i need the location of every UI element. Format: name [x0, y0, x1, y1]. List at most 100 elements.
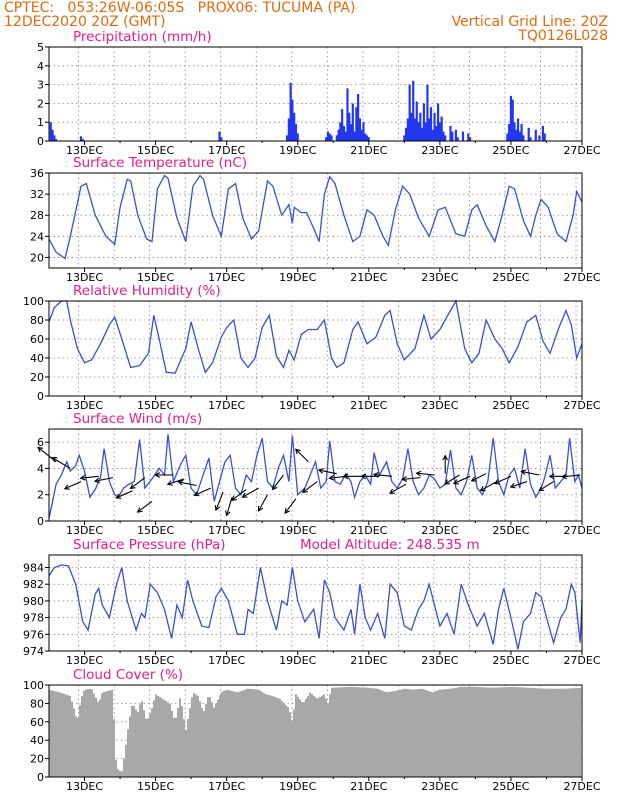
cloud-cover-column	[109, 690, 111, 777]
wind-arrow-head	[328, 474, 335, 481]
precipitation-bar	[520, 124, 523, 141]
wind-arrow-head	[342, 473, 349, 480]
wind-xtick-label: 15DEC	[137, 524, 174, 537]
temperature-xtick-label: 15DEC	[137, 271, 174, 284]
cloud-cover-column	[307, 695, 309, 777]
header-line3-right: TQ0126L028	[518, 28, 608, 44]
precipitation-bar	[405, 127, 408, 141]
wind-arrow-head	[317, 468, 324, 474]
humidity-xtick-label: 23DEC	[421, 399, 458, 412]
wind-ytick-label: 0	[37, 515, 44, 528]
cloud-cover-column	[319, 697, 321, 777]
humidity-xtick-label: 13DEC	[66, 399, 103, 412]
cloud-cover-column	[445, 689, 447, 777]
precipitation-bar	[328, 133, 331, 141]
cloud-cover-column	[405, 688, 407, 777]
cloud-cover-column	[425, 690, 427, 777]
cloud-cover-column	[515, 687, 517, 777]
cloud-cover-column	[199, 701, 201, 777]
precipitation-bar	[440, 116, 443, 141]
pressure-ytick-label: 978	[23, 612, 44, 625]
cloud-cover-column	[105, 691, 107, 777]
cloud-cover-column	[195, 694, 197, 777]
humidity-xtick-label: 21DEC	[350, 399, 387, 412]
pressure-title: Surface Pressure (hPa)	[73, 537, 226, 553]
precipitation-bar	[433, 112, 436, 141]
cloud-cover-column	[575, 688, 577, 777]
wind-arrow	[215, 491, 224, 511]
wind-arrow	[272, 474, 284, 490]
wind-arrow-head	[561, 473, 568, 480]
cloud-cover-column	[183, 719, 185, 777]
precipitation-bar	[346, 88, 349, 141]
cloud-cover-column	[63, 693, 65, 777]
precipitation-bar	[339, 122, 342, 141]
cloud-cover-column	[413, 689, 415, 777]
precipitation-bar	[428, 118, 431, 141]
cloud-cover-column	[161, 698, 163, 777]
precipitation-bar	[294, 124, 298, 141]
cloud-cover-column	[101, 693, 103, 777]
precipitation-bar	[358, 118, 362, 141]
pressure-annotation: Model Altitude: 248.535 m	[300, 537, 480, 553]
cloud-cover-column	[399, 689, 401, 777]
cloud-cover-column	[341, 687, 343, 777]
cloud-cover-column	[137, 711, 139, 777]
cloud-cover-column	[305, 698, 307, 777]
cloud-cover-column	[473, 686, 475, 777]
cloud-cover-column	[485, 687, 487, 777]
cloud-cover-column	[285, 705, 287, 777]
cloud-cover-column	[507, 686, 509, 777]
cloud-cover-column	[127, 729, 129, 777]
cloud-cover-column	[567, 688, 569, 777]
cloud-cover-column	[205, 704, 207, 777]
cloud-cover-xtick-label: 19DEC	[279, 780, 316, 793]
humidity-xtick-label: 27DEC	[563, 399, 600, 412]
precipitation-bar	[534, 129, 537, 141]
precipitation-bar	[367, 137, 370, 141]
cloud-cover-column	[153, 700, 155, 777]
cloud-cover-column	[357, 687, 359, 777]
wind-arrow-head	[193, 491, 200, 497]
precipitation-bar	[81, 139, 84, 141]
wind-arrow	[295, 448, 309, 463]
pressure-ytick-label: 974	[23, 645, 44, 658]
cloud-cover-column	[131, 706, 133, 777]
precipitation-bar	[413, 118, 417, 141]
cloud-cover-column	[499, 687, 501, 777]
cloud-cover-column	[511, 686, 513, 777]
wind-arrow	[137, 500, 153, 513]
cloud-cover-ytick-label: 80	[30, 697, 44, 710]
cloud-cover-xtick-label: 21DEC	[350, 780, 387, 793]
cloud-cover-column	[85, 689, 87, 777]
precipitation-bar	[362, 122, 365, 141]
cloud-cover-column	[237, 692, 239, 777]
cloud-cover-column	[503, 687, 505, 777]
wind-ytick-label: 4	[37, 462, 44, 475]
wind-xtick-label: 17DEC	[208, 524, 245, 537]
cloud-cover-column	[565, 688, 567, 777]
cloud-cover-column	[531, 687, 533, 777]
wind-arrow	[167, 478, 185, 485]
wind-xtick-label: 25DEC	[492, 524, 529, 537]
cloud-cover-column	[81, 696, 83, 777]
humidity-ytick-label: 100	[23, 295, 44, 308]
cloud-cover-column	[247, 688, 249, 777]
cloud-cover-column	[309, 692, 311, 777]
precipitation-bar	[53, 135, 56, 141]
cloud-cover-column	[185, 729, 187, 777]
cloud-cover-column	[527, 687, 529, 777]
cloud-cover-column	[73, 708, 75, 777]
cloud-cover-column	[209, 697, 211, 777]
cloud-cover-column	[269, 695, 271, 777]
cloud-cover-column	[87, 689, 89, 777]
cloud-cover-column	[385, 692, 387, 777]
precipitation-bar	[337, 129, 340, 141]
precipitation-bar	[51, 129, 54, 141]
cloud-cover-column	[201, 707, 203, 777]
precipitation-bar	[467, 133, 470, 141]
cloud-cover-column	[509, 686, 511, 777]
cloud-cover-column	[291, 720, 293, 777]
cloud-cover-column	[241, 690, 243, 777]
cloud-cover-column	[315, 697, 317, 777]
